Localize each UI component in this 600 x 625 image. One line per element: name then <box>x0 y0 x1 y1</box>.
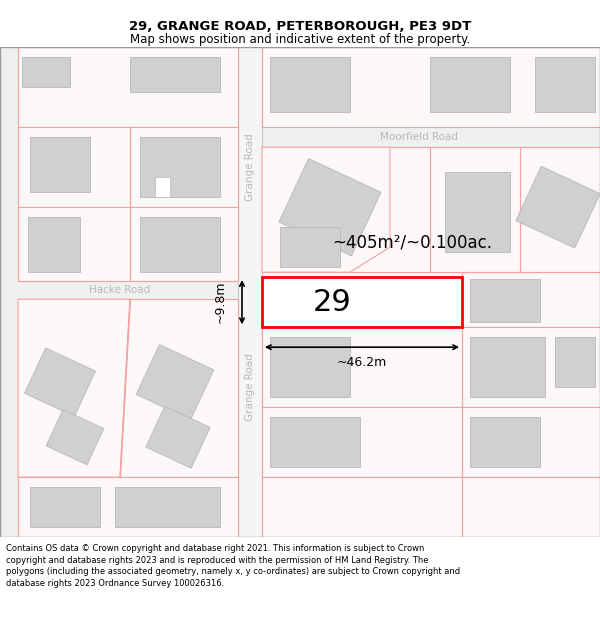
Polygon shape <box>279 159 381 256</box>
Text: ~9.8m: ~9.8m <box>214 281 227 323</box>
Polygon shape <box>262 477 462 537</box>
Polygon shape <box>155 177 170 197</box>
Polygon shape <box>140 217 220 272</box>
Text: ~405m²/~0.100ac.: ~405m²/~0.100ac. <box>332 233 492 251</box>
Polygon shape <box>430 57 510 112</box>
Polygon shape <box>470 337 545 398</box>
Polygon shape <box>18 299 130 477</box>
Text: Grange Road: Grange Road <box>245 353 255 421</box>
Polygon shape <box>262 327 462 408</box>
Polygon shape <box>30 137 90 192</box>
Bar <box>0 47 18 537</box>
Bar <box>262 277 462 327</box>
Text: ~46.2m: ~46.2m <box>337 356 387 369</box>
Polygon shape <box>470 279 540 322</box>
Polygon shape <box>140 137 220 197</box>
Polygon shape <box>270 337 350 398</box>
Polygon shape <box>270 57 350 112</box>
Polygon shape <box>262 408 462 477</box>
Polygon shape <box>120 299 238 477</box>
Text: Grange Road: Grange Road <box>245 133 255 201</box>
Polygon shape <box>136 344 214 420</box>
Polygon shape <box>262 147 390 272</box>
Polygon shape <box>462 327 600 408</box>
Polygon shape <box>130 57 220 92</box>
Polygon shape <box>130 207 238 281</box>
Text: 29: 29 <box>313 288 352 317</box>
Polygon shape <box>28 217 80 272</box>
Polygon shape <box>25 348 95 416</box>
Polygon shape <box>115 487 220 527</box>
Polygon shape <box>262 47 600 127</box>
Polygon shape <box>445 172 510 252</box>
Text: Map shows position and indicative extent of the property.: Map shows position and indicative extent… <box>130 33 470 46</box>
Polygon shape <box>430 147 520 272</box>
Text: Contains OS data © Crown copyright and database right 2021. This information is : Contains OS data © Crown copyright and d… <box>6 544 460 588</box>
Polygon shape <box>46 409 104 465</box>
Polygon shape <box>462 408 600 477</box>
Polygon shape <box>18 127 130 207</box>
Polygon shape <box>18 477 238 537</box>
Polygon shape <box>30 487 100 527</box>
Polygon shape <box>390 282 455 322</box>
Polygon shape <box>130 127 238 207</box>
Polygon shape <box>270 417 360 467</box>
Text: Moorfield Road: Moorfield Road <box>380 132 458 142</box>
Polygon shape <box>520 147 600 272</box>
Polygon shape <box>280 227 340 267</box>
Polygon shape <box>462 477 600 537</box>
Polygon shape <box>462 272 600 327</box>
Polygon shape <box>18 207 130 281</box>
Polygon shape <box>535 57 595 112</box>
Text: Hacke Road: Hacke Road <box>89 285 151 295</box>
Polygon shape <box>470 417 540 467</box>
Polygon shape <box>18 47 238 127</box>
Polygon shape <box>146 406 210 468</box>
Polygon shape <box>262 147 430 272</box>
Polygon shape <box>555 337 595 387</box>
Polygon shape <box>22 57 70 87</box>
Text: 29, GRANGE ROAD, PETERBOROUGH, PE3 9DT: 29, GRANGE ROAD, PETERBOROUGH, PE3 9DT <box>129 21 471 33</box>
Polygon shape <box>516 166 600 248</box>
